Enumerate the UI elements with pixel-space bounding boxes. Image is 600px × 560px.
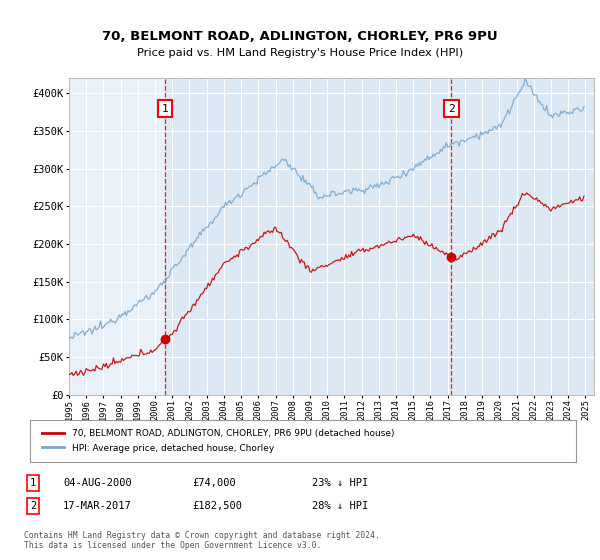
Legend: 70, BELMONT ROAD, ADLINGTON, CHORLEY, PR6 9PU (detached house), HPI: Average pri: 70, BELMONT ROAD, ADLINGTON, CHORLEY, PR… (38, 426, 398, 456)
Text: 1: 1 (30, 478, 36, 488)
Text: £182,500: £182,500 (192, 501, 242, 511)
Text: 2: 2 (30, 501, 36, 511)
Text: 1: 1 (161, 104, 169, 114)
Text: 04-AUG-2000: 04-AUG-2000 (63, 478, 132, 488)
Text: 23% ↓ HPI: 23% ↓ HPI (312, 478, 368, 488)
Text: 70, BELMONT ROAD, ADLINGTON, CHORLEY, PR6 9PU: 70, BELMONT ROAD, ADLINGTON, CHORLEY, PR… (102, 30, 498, 43)
Bar (165, 78, 594, 395)
Text: £74,000: £74,000 (192, 478, 236, 488)
Text: 2: 2 (448, 104, 455, 114)
Text: Price paid vs. HM Land Registry's House Price Index (HPI): Price paid vs. HM Land Registry's House … (137, 48, 463, 58)
Text: 17-MAR-2017: 17-MAR-2017 (63, 501, 132, 511)
Text: 28% ↓ HPI: 28% ↓ HPI (312, 501, 368, 511)
Text: Contains HM Land Registry data © Crown copyright and database right 2024.
This d: Contains HM Land Registry data © Crown c… (24, 530, 380, 550)
